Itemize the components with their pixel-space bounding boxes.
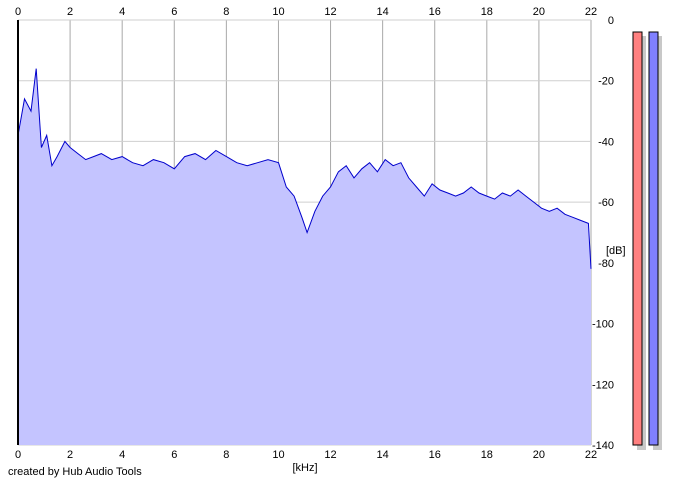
y-axis-label: [dB] <box>606 245 626 257</box>
x-tick-label-bottom: 20 <box>533 449 545 461</box>
credit-text: created by Hub Audio Tools <box>8 466 142 478</box>
x-tick-label-bottom: 22 <box>585 449 597 461</box>
x-tick-label-top: 20 <box>533 6 545 18</box>
meter-right-bar <box>648 31 659 446</box>
x-tick-label-bottom: 6 <box>171 449 177 461</box>
x-tick-label-bottom: 2 <box>67 449 73 461</box>
y-tick-label: -120 <box>592 379 614 391</box>
x-axis-top-ticks: 0 2 4 6 8 10 12 14 16 18 20 22 <box>15 6 597 18</box>
spectrum-line <box>17 68 592 269</box>
x-axis-bottom-ticks: 0 2 4 6 8 10 12 14 16 18 20 22 <box>15 449 597 461</box>
x-tick-label-top: 14 <box>377 6 389 18</box>
x-tick-label-bottom: 12 <box>324 449 336 461</box>
x-tick-label-bottom: 4 <box>119 449 125 461</box>
y-tick-label: -20 <box>598 76 614 88</box>
level-meters <box>632 31 662 450</box>
x-tick-label-top: 10 <box>272 6 284 18</box>
x-tick-label-bottom: 10 <box>272 449 284 461</box>
x-tick-label-top: 6 <box>171 6 177 18</box>
y-tick-label: -60 <box>598 197 614 209</box>
y-tick-label: -100 <box>592 319 614 331</box>
x-tick-label-top: 8 <box>223 6 229 18</box>
x-tick-label-top: 22 <box>585 6 597 18</box>
spectrum-area <box>18 68 591 445</box>
x-tick-label-bottom: 16 <box>429 449 441 461</box>
x-tick-label-bottom: 18 <box>481 449 493 461</box>
x-tick-label-bottom: 8 <box>223 449 229 461</box>
x-tick-label-top: 0 <box>15 6 21 18</box>
x-tick-label-top: 2 <box>67 6 73 18</box>
x-tick-label-top: 18 <box>481 6 493 18</box>
x-tick-label-top: 16 <box>429 6 441 18</box>
x-tick-label-bottom: 14 <box>377 449 389 461</box>
y-tick-label: 0 <box>608 15 614 27</box>
x-tick-label-top: 4 <box>119 6 125 18</box>
x-axis-label: [kHz] <box>292 462 317 474</box>
y-axis-ticks: 0 -20 -40 -60 -80 -100 -120 -140 <box>592 15 614 452</box>
meter-left-bar <box>632 31 643 446</box>
y-tick-label: -140 <box>592 440 614 452</box>
x-tick-label-top: 12 <box>324 6 336 18</box>
y-tick-label: -40 <box>598 136 614 148</box>
y-tick-label: -80 <box>598 258 614 270</box>
x-tick-label-bottom: 0 <box>15 449 21 461</box>
